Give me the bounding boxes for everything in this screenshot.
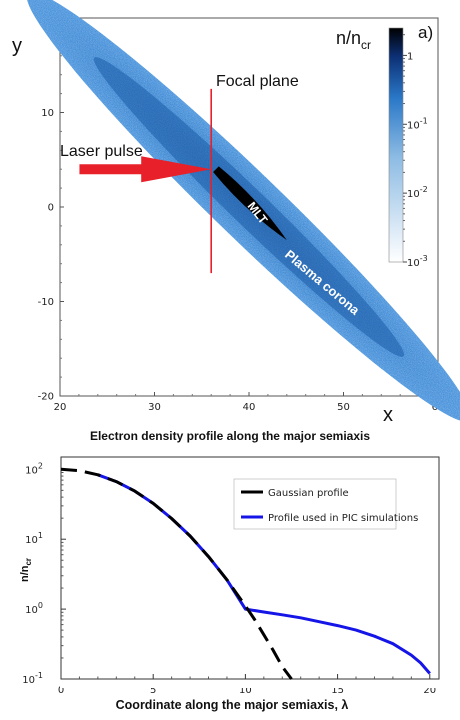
laser-pulse-arrow xyxy=(79,156,212,183)
panel-b-title: Electron density profile along the major… xyxy=(90,429,370,443)
panel-b-ytick-label: 10-1 xyxy=(22,671,43,686)
panel-a-ylabel: y xyxy=(12,35,22,57)
panel-a-xtick-label: 50 xyxy=(337,402,350,413)
colorbar-label-main: n/n xyxy=(336,28,361,48)
panel-b-ytick-label: 102 xyxy=(25,461,43,476)
panel-a-ytick-label: 0 xyxy=(48,203,54,214)
colorbar-bar xyxy=(388,27,404,263)
panel-b-ylabel-main: n/n xyxy=(19,565,31,582)
colorbar-tick-label: 10-2 xyxy=(407,185,428,200)
legend-label-gaussian: Gaussian profile xyxy=(268,488,349,499)
panel-b-xtick-label: 0 xyxy=(58,685,64,696)
panel-b-xtick-label: 20 xyxy=(423,685,436,696)
panel-a-xtick-label: 20 xyxy=(54,402,67,413)
colorbar: n/ncr 1 10-1 10-2 10-3 xyxy=(336,27,428,269)
colorbar-tick-label: 10-1 xyxy=(407,116,428,131)
panel-b-ylabel: n/ncr xyxy=(19,558,33,582)
panel-b-xlabel: Coordinate along the major semiaxis, λ xyxy=(116,698,349,712)
mlt-dense-core xyxy=(213,166,287,241)
panel-b-ytick-label: 100 xyxy=(25,601,43,616)
legend-label-pic: Profile used in PIC simulations xyxy=(268,513,418,524)
panel-a-xtick-label: 30 xyxy=(148,402,161,413)
panel-b-xtick-label: 10 xyxy=(239,685,252,696)
annotation-laser-pulse: Laser pulse xyxy=(60,143,143,160)
panel-a-xlabel: x xyxy=(383,404,393,426)
legend-box xyxy=(233,478,397,530)
panel-a-ytick-label: -20 xyxy=(38,392,54,403)
panel-a-ytick-label: 10 xyxy=(41,108,54,119)
colorbar-tick-label: 1 xyxy=(407,51,413,62)
panel-b-clip-mask xyxy=(60,680,440,688)
panel-a-ytick-label: -10 xyxy=(38,297,54,308)
svg-text:n/ncr: n/ncr xyxy=(19,558,33,582)
panel-b-ytick-label: 101 xyxy=(25,531,43,546)
annotation-focal-plane: Focal plane xyxy=(216,73,299,90)
colorbar-label: n/ncr xyxy=(336,28,371,52)
panel-a-label: a) xyxy=(418,23,433,42)
colorbar-tick-label: 10-3 xyxy=(407,254,428,269)
panel-b-legend: Gaussian profile Profile used in PIC sim… xyxy=(233,478,418,530)
panel-b: Electron density profile along the major… xyxy=(19,429,440,712)
colorbar-label-sub: cr xyxy=(361,38,371,52)
panel-b-ylabel-sub: cr xyxy=(24,558,33,566)
panel-b-xtick-label: 5 xyxy=(150,685,156,696)
panel-a-xtick-label: 40 xyxy=(243,402,256,413)
panel-b-xtick-label: 15 xyxy=(331,685,344,696)
